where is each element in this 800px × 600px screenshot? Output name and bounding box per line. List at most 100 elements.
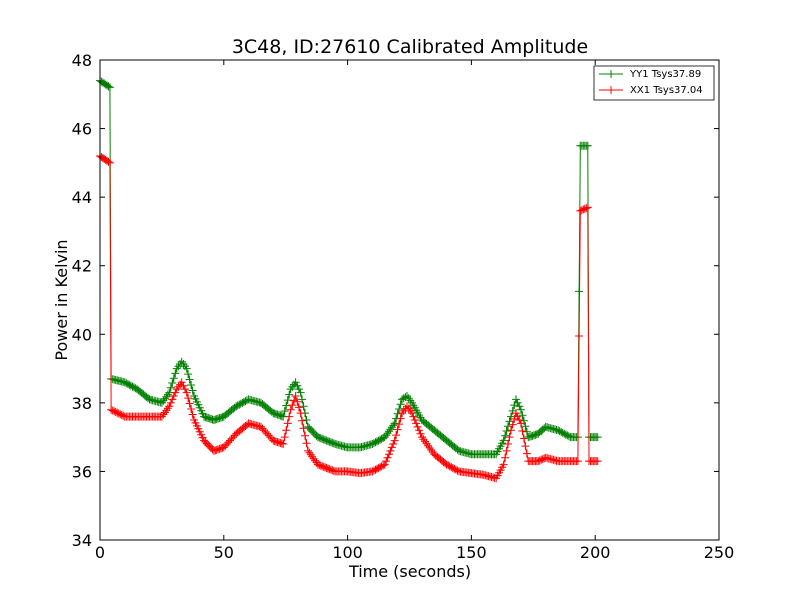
data-point [169,392,178,400]
data-point [179,381,188,390]
data-point [419,435,428,444]
data-point [296,388,305,397]
y-tick-label: 44 [72,188,92,207]
data-point [188,386,197,395]
data-point [382,457,391,466]
data-point [425,443,434,452]
data-point [512,409,520,418]
series-yy1-markers [96,76,602,459]
legend: + YY1 Tsys37.89 + XX1 Tsys37.04 [593,65,715,101]
series-xx1-markers [96,152,602,483]
data-point [163,390,172,399]
x-axis: 0 50 100 150 200 250 [95,60,734,562]
data-point [160,394,169,403]
data-point [162,406,171,415]
data-point [187,381,196,389]
data-point [505,433,514,442]
data-point [165,402,174,411]
data-point [415,426,424,435]
data-point [383,453,392,462]
x-tick-label: 100 [332,543,363,562]
data-point [516,405,525,414]
data-point [396,400,405,409]
x-tick-label: 250 [704,543,735,562]
data-point [160,408,169,417]
data-point [499,460,508,469]
y-axis: 34 36 38 40 42 44 46 48 [72,51,719,550]
data-point [294,403,303,412]
y-tick-label: 42 [72,257,92,276]
series-group [96,76,602,483]
data-point [104,82,113,91]
x-tick-label: 50 [214,543,234,562]
y-tick-label: 38 [72,394,92,413]
y-tick-label: 48 [72,51,92,70]
data-point [166,398,175,407]
data-point [162,392,171,401]
data-point [409,412,418,421]
data-point [157,398,166,407]
data-point [185,375,194,384]
legend-label-xx1: XX1 Tsys37.04 [630,85,703,96]
data-point [182,388,191,397]
data-point [168,379,177,387]
data-point [573,457,582,466]
data-point [280,407,289,416]
data-point [422,439,431,448]
data-point [583,203,592,212]
data-point [401,393,410,402]
data-point [582,204,591,213]
y-tick-label: 34 [72,531,92,550]
data-point [390,419,399,428]
data-point [283,419,292,428]
x-tick-label: 150 [456,543,487,562]
data-point [427,446,436,454]
data-point [163,404,172,413]
data-point [188,410,197,419]
data-point [294,385,303,394]
data-point [105,83,114,92]
data-point [279,440,288,448]
data-point [416,429,425,438]
data-point [293,397,302,406]
data-point [296,409,305,418]
data-point [182,364,191,373]
data-point [285,412,294,421]
data-point [282,426,291,435]
data-point [171,388,180,397]
data-point [505,417,514,426]
plot-frame [99,59,720,541]
data-point [393,425,402,434]
data-point [522,427,531,436]
data-point [515,416,524,424]
y-tick-label: 40 [72,325,92,344]
data-point [412,419,421,428]
data-point [408,409,416,418]
data-point [515,402,524,411]
data-point [393,409,402,418]
data-point [502,427,511,435]
data-point [286,405,295,414]
data-point [410,416,419,424]
data-point [157,412,166,421]
data-point [288,401,297,410]
data-point [389,440,398,448]
data-point [521,442,530,451]
data-point [171,369,180,378]
data-point [387,443,396,452]
data-point [575,332,584,340]
data-point [184,394,193,403]
data-point [280,433,289,442]
data-point [285,390,294,399]
data-point [518,427,527,435]
data-point [185,399,194,408]
data-point [293,381,302,390]
data-point [298,416,306,425]
data-point [593,457,602,466]
data-point [504,422,512,431]
data-point [390,436,399,445]
data-point [299,402,308,411]
data-point [379,461,388,470]
plot-area [100,60,719,540]
